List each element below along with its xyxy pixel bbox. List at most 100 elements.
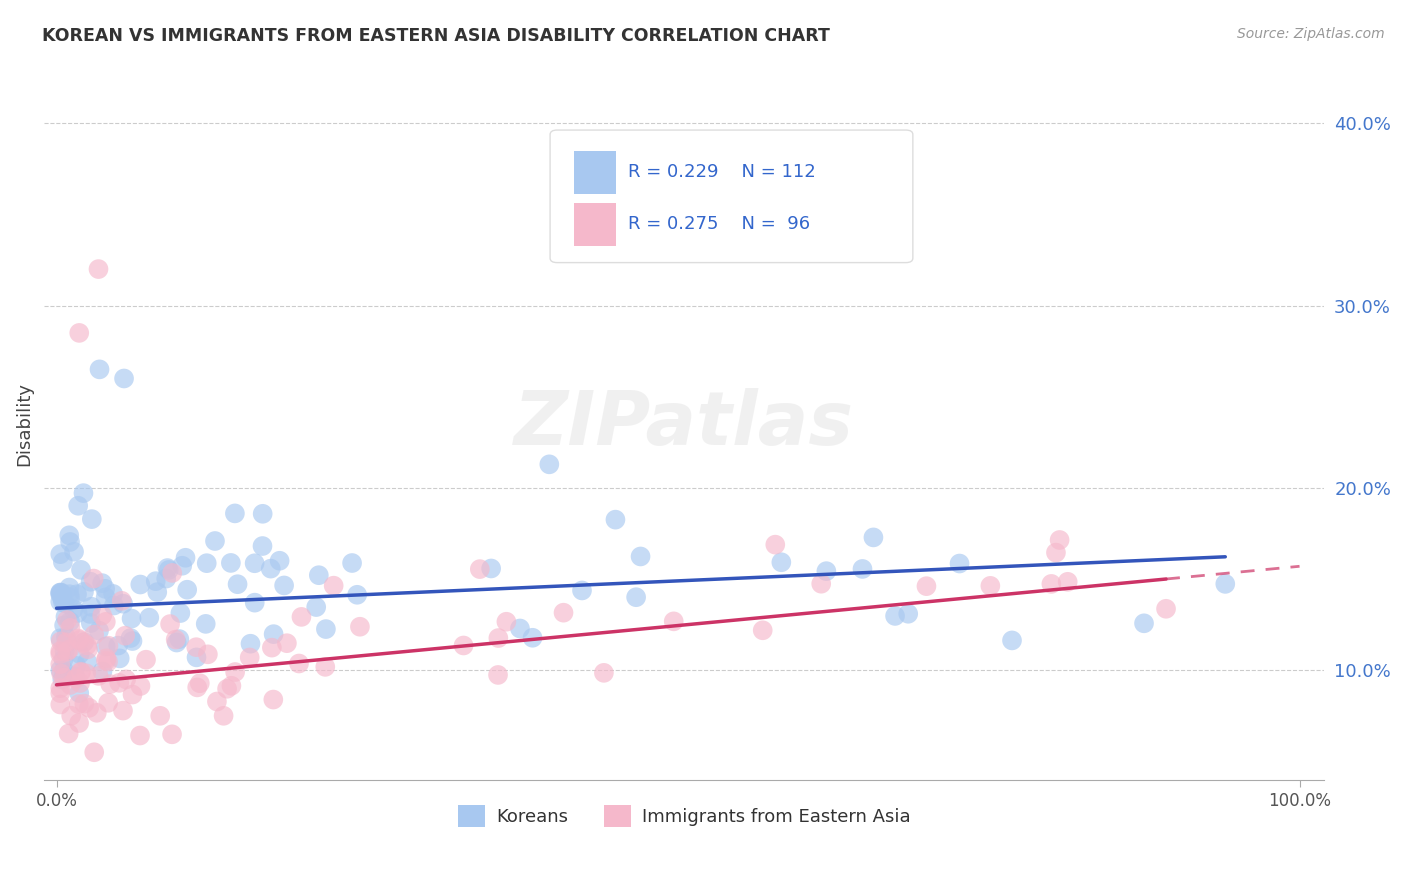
Point [69, 665, 91, 680]
Point [948, 557, 970, 571]
Point [212, 708, 235, 723]
Point [51, 586, 73, 600]
Point [58, 587, 80, 601]
Point [49, 587, 72, 601]
Point [63, 544, 86, 558]
Point [571, 583, 593, 598]
Point [59, 615, 82, 629]
Point [52, 595, 75, 609]
Point [111, 704, 134, 718]
Point [174, 550, 197, 565]
Point [53, 664, 76, 678]
Point [915, 579, 938, 593]
Point [260, 640, 283, 655]
Point [60, 708, 83, 723]
Point [851, 562, 873, 576]
Point [322, 579, 344, 593]
Point [453, 639, 475, 653]
Point [186, 640, 208, 655]
Point [49, 647, 72, 661]
Point [112, 371, 135, 385]
Point [51, 673, 73, 687]
Point [80, 599, 103, 614]
Point [51, 591, 73, 606]
Point [49, 586, 72, 600]
Point [1049, 533, 1071, 547]
Point [553, 606, 575, 620]
Point [219, 556, 242, 570]
Point [763, 538, 786, 552]
Point [169, 632, 191, 646]
Point [101, 587, 124, 601]
Point [340, 556, 363, 570]
Point [73, 697, 96, 711]
Point [149, 708, 172, 723]
Point [59, 535, 82, 549]
Point [94, 654, 117, 668]
Point [273, 578, 295, 592]
Point [80, 615, 103, 630]
Point [58, 581, 80, 595]
Point [112, 597, 135, 611]
Point [111, 594, 134, 608]
Point [160, 727, 183, 741]
Point [194, 616, 217, 631]
Point [108, 651, 131, 665]
Point [495, 615, 517, 629]
Point [53, 618, 76, 632]
Point [66, 587, 89, 601]
Point [346, 588, 368, 602]
Point [263, 627, 285, 641]
Point [314, 660, 336, 674]
Point [269, 554, 291, 568]
Point [65, 658, 87, 673]
Point [205, 694, 228, 708]
Point [1154, 601, 1177, 615]
Point [121, 634, 143, 648]
Point [51, 666, 73, 681]
Point [260, 561, 283, 575]
Point [197, 648, 219, 662]
Point [73, 585, 96, 599]
Point [486, 631, 509, 645]
Point [810, 576, 832, 591]
Point [59, 678, 82, 692]
Point [215, 681, 238, 696]
Point [75, 666, 97, 681]
Point [815, 564, 838, 578]
Point [62, 602, 84, 616]
Point [169, 606, 191, 620]
Point [49, 595, 72, 609]
Point [79, 574, 101, 589]
Point [204, 534, 226, 549]
Point [509, 622, 531, 636]
Point [59, 621, 82, 635]
Point [49, 644, 72, 658]
Point [67, 686, 90, 700]
Point [121, 688, 143, 702]
Point [195, 556, 218, 570]
Point [479, 561, 502, 575]
Point [94, 591, 117, 605]
Point [55, 630, 77, 644]
Point [129, 577, 152, 591]
Point [145, 574, 167, 589]
Point [630, 549, 652, 564]
Point [58, 726, 80, 740]
Point [55, 635, 77, 649]
Point [67, 499, 90, 513]
Point [69, 633, 91, 648]
Point [108, 676, 131, 690]
Point [243, 556, 266, 570]
Point [76, 638, 98, 652]
Point [165, 632, 187, 647]
Point [305, 600, 328, 615]
Point [751, 624, 773, 638]
Point [67, 632, 90, 646]
Point [94, 640, 117, 654]
Point [162, 566, 184, 580]
Point [349, 620, 371, 634]
Point [89, 362, 111, 376]
Point [114, 629, 136, 643]
Point [1040, 577, 1063, 591]
